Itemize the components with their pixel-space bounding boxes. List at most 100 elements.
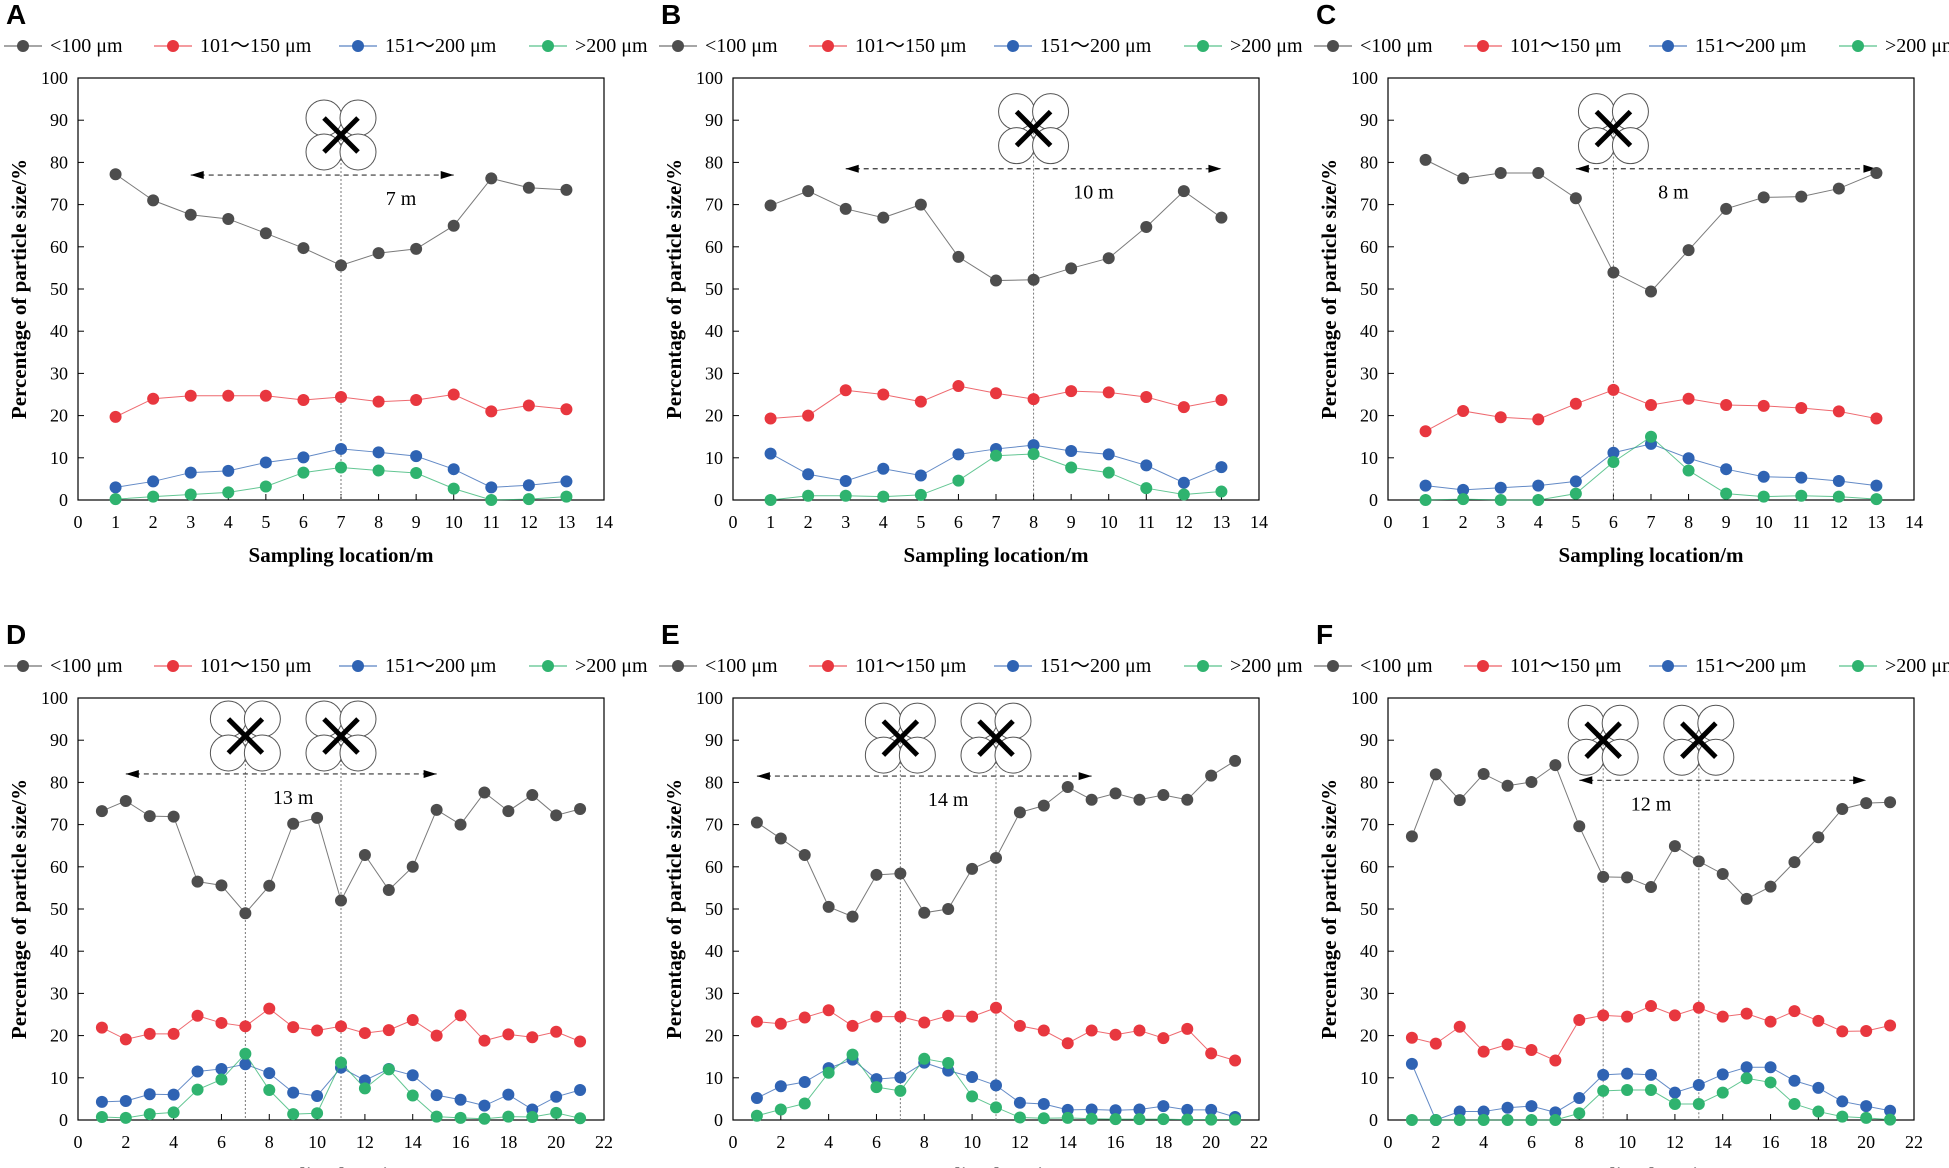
y-tick-label: 30 [50,363,68,383]
data-point [802,185,815,198]
data-point [311,1024,324,1037]
x-tick-label: 9 [1067,512,1076,532]
data-point [1494,166,1507,179]
legend-marker [167,660,179,672]
x-tick-label: 8 [1684,512,1693,532]
legend-entry: 101～150 μm [200,35,312,57]
panel-letter: B [661,0,681,30]
panel-letter: E [661,619,680,650]
data-point [1569,192,1582,205]
data-point [184,466,197,479]
x-tick-label: 9 [1722,512,1731,532]
data-point [1720,399,1733,412]
data-point [1429,1037,1442,1050]
data-point [1494,411,1507,424]
x-tick-label: 16 [1107,1132,1125,1152]
data-point [1532,479,1545,492]
data-point [1860,797,1873,810]
data-point [1453,1114,1466,1126]
data-point [1621,1067,1634,1080]
y-tick-label: 40 [50,321,68,341]
x-tick-label: 6 [872,1132,881,1152]
x-tick-label: 10 [1618,1132,1636,1152]
y-tick-label: 60 [1360,857,1378,877]
data-point [184,208,197,221]
data-point [1870,493,1883,506]
legend-entry: >200 μm [575,35,648,57]
data-point [822,1004,835,1017]
uav-icon [305,99,377,171]
x-tick-label: 12 [356,1132,374,1152]
x-tick-label: 14 [1250,512,1268,532]
data-point [1065,445,1078,458]
data-point [1692,1078,1705,1091]
data-point [1477,767,1490,780]
data-point [1065,461,1078,474]
span-arrow-left [125,769,139,778]
legend: <100 μm 101～150 μm 151～200 μm >200 μm [659,655,1303,677]
data-point [297,451,310,464]
x-tick-label: 2 [804,512,813,532]
data-point [918,906,931,919]
x-tick-label: 11 [483,512,500,532]
data-point [485,405,498,418]
y-tick-label: 60 [50,857,68,877]
legend-entry: 101～150 μm [1510,35,1622,57]
legend-entry: 151～200 μm [385,655,497,677]
data-point [1181,1103,1194,1116]
data-point [1532,413,1545,426]
data-point [802,489,815,502]
data-point [382,884,395,897]
data-point [990,274,1002,287]
y-tick-label: 90 [705,110,723,130]
legend-entry: 101～150 μm [855,35,967,57]
data-point [1621,1084,1634,1097]
x-tick-label: 8 [374,512,383,532]
data-point [1870,166,1883,179]
panel-letter: D [6,619,26,650]
series-2 [109,442,573,494]
data-point [1525,775,1538,788]
data-point [1102,466,1115,479]
data-point [560,403,573,416]
x-tick-label: 2 [149,512,158,532]
data-point [1788,856,1801,869]
data-point [1501,1038,1514,1051]
legend-entry: <100 μm [1360,655,1433,677]
data-point [1795,190,1808,203]
data-point [1607,456,1620,469]
panel-letter: F [1316,619,1333,650]
data-point [287,817,300,830]
data-point [1573,820,1586,833]
uav-icon [305,700,377,772]
data-point [802,409,815,422]
y-tick-label: 90 [705,730,723,750]
y-tick-label: 60 [705,237,723,257]
chart-panel-d: D<100 μm 101～150 μm 151～200 μm >200 μm01020… [4,619,648,1168]
data-point [839,384,852,397]
x-tick-label: 14 [1059,1132,1077,1152]
legend: <100 μm 101～150 μm 151～200 μm >200 μm [4,655,648,677]
data-point [1795,489,1808,502]
data-point [1215,211,1228,224]
span-label: 8 m [1658,182,1689,204]
data-point [1157,789,1170,802]
x-tick-label: 1 [766,512,775,532]
data-point [822,900,835,913]
legend-marker [822,660,834,672]
x-tick-label: 6 [1609,512,1618,532]
data-point [1860,1024,1873,1037]
data-point [1682,452,1695,465]
uav-arm [1680,721,1718,759]
data-point [1177,488,1190,501]
legend: <100 μm 101～150 μm 151～200 μm >200 μm [4,35,648,57]
data-point [1870,479,1883,492]
data-point [952,380,965,393]
data-point [918,1052,931,1065]
y-tick-label: 30 [705,363,723,383]
x-tick-label: 12 [1666,1132,1684,1152]
series-3 [1419,430,1883,506]
data-point [1085,1112,1098,1125]
data-point [1027,273,1040,286]
data-point [95,1095,108,1108]
